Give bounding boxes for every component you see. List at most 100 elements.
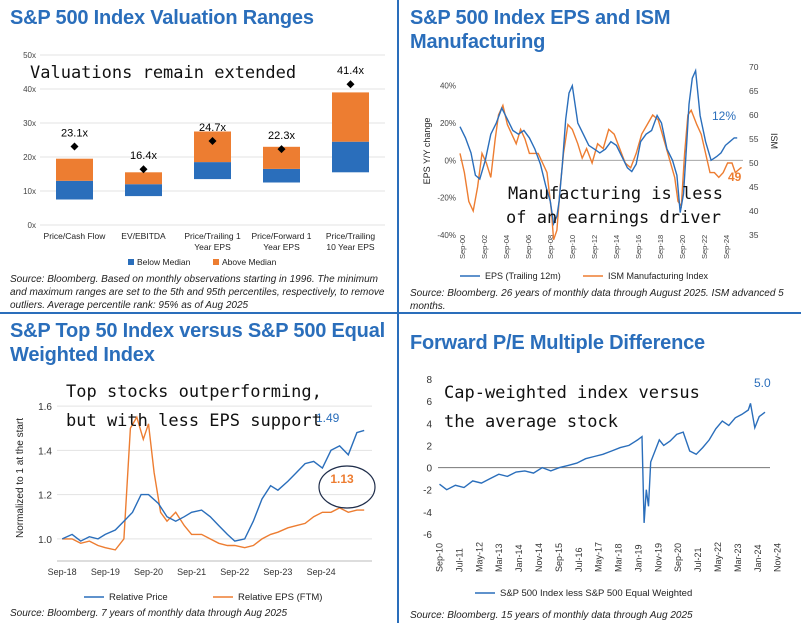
x-tick-label: Sep-02: [480, 235, 489, 259]
y-tick-label: 1.0: [38, 535, 52, 546]
x-tick-label: Sep-00: [458, 235, 467, 259]
eps-line: [459, 67, 738, 227]
panel-title: S&P 500 Index Valuation Ranges: [10, 7, 314, 29]
pe-difference-line: [439, 403, 766, 523]
annotation-line1: Manufacturing is less: [508, 184, 723, 204]
source-note: Source: Bloomberg. Based on monthly obse…: [10, 274, 385, 311]
x-tick-label: Jan-24: [753, 544, 763, 572]
panel-title: S&P 500 Index EPS and ISM Manufacturing: [410, 7, 671, 53]
x-tick-label: Sep-18: [656, 235, 665, 259]
current-marker: [139, 165, 148, 174]
x-tick-label: Sep-10: [435, 543, 445, 572]
current-value-label: 23.1x: [61, 127, 88, 139]
current-marker: [208, 137, 217, 146]
panel-title: Forward P/E Multiple Difference: [410, 332, 705, 354]
y-tick-label: 20%: [440, 119, 456, 128]
annotation-line2: the average stock: [444, 412, 618, 432]
annotation-line1: Top stocks outperforming,: [66, 382, 322, 402]
y-tick-label: 1.6: [38, 402, 52, 413]
x-tick-label: Sep-18: [48, 567, 77, 577]
relative-price-line: [61, 429, 365, 542]
x-tick-label: Sep-19: [91, 567, 120, 577]
category-label: Year EPS: [194, 242, 231, 252]
top50-chart: 1.0 1.2 1.4 1.6 Normalized to 1 at the start…: [15, 382, 376, 603]
x-tick-label: May-17: [594, 542, 604, 572]
panel-eps-ism: S&P 500 Index EPS and ISM Manufacturing …: [400, 0, 801, 312]
bar-below-median: [194, 162, 231, 180]
y-tick-label: -20%: [437, 194, 456, 203]
x-tick-label: Nov-14: [534, 543, 544, 572]
x-tick-label: Sep-24: [307, 567, 336, 577]
y-tick-label: 30x: [23, 119, 36, 128]
y-tick-label: -2: [423, 486, 432, 497]
valuation-chart: 0x 10x 20x 30x 40x 50x 23.1x Price/Cash Flow 16.…: [23, 51, 385, 267]
current-value-label: 41.4x: [337, 65, 364, 77]
bar-above-median: [263, 146, 300, 169]
highlight-circle: [318, 465, 376, 509]
end-label-price: 1.49: [316, 411, 340, 425]
category-label: EV/EBITDA: [121, 231, 166, 241]
y-tick-label: 8: [426, 375, 432, 386]
panel-top50-vs-equal: S&P Top 50 Index versus S&P 500 Equal We…: [0, 313, 398, 623]
y-tick-label: 0: [426, 464, 432, 475]
x-tick-label: Sep-20: [673, 543, 683, 572]
source-note: Source: Bloomberg. 26 years of monthly d…: [410, 288, 784, 312]
panel-valuation-ranges: S&P 500 Index Valuation Ranges 0x 10x 20x 3…: [0, 0, 398, 311]
x-tick-label: Sep-14: [612, 235, 621, 259]
x-tick-label: Mar-13: [494, 543, 504, 572]
end-label-ism: 49: [728, 170, 742, 184]
y2-tick-label: 60: [749, 110, 759, 120]
end-label-eps: 12%: [712, 109, 736, 123]
category-label: Price/Trailing 1: [184, 231, 241, 241]
bar-below-median: [56, 180, 93, 200]
x-tick-label: Sep-10: [568, 235, 577, 259]
source-note: Source: Bloomberg. 7 years of monthly da…: [10, 608, 288, 619]
y-tick-label: 20x: [23, 153, 36, 162]
x-tick-label: Jul-16: [574, 547, 584, 572]
y2-tick-label: 50: [749, 158, 759, 168]
horizontal-divider: [0, 312, 801, 314]
category-label: 10 Year EPS: [326, 242, 375, 252]
category-label: Year EPS: [263, 242, 300, 252]
y-tick-label: 6: [426, 397, 432, 408]
y-tick-label: 2: [426, 441, 432, 452]
x-tick-label: Jul-21: [693, 547, 703, 572]
current-value-label: 24.7x: [199, 122, 226, 134]
y-tick-label: 1.2: [38, 491, 52, 502]
annotation-line2: of an earnings driver: [506, 208, 721, 228]
source-note: Source: Bloomberg. 15 years of monthly d…: [410, 610, 693, 621]
y2-tick-label: 45: [749, 182, 759, 192]
legend-label: Relative Price: [109, 592, 168, 603]
y2-tick-label: 55: [749, 134, 759, 144]
x-tick-label: Jan-19: [633, 544, 643, 572]
y2-tick-label: 70: [749, 62, 759, 72]
y-axis-title: EPS Y/Y change: [422, 118, 432, 185]
x-tick-label: Sep-23: [263, 567, 292, 577]
y-tick-label: 1.4: [38, 446, 52, 457]
x-tick-label: Mar-23: [733, 543, 743, 572]
y-tick-label: 0%: [444, 156, 456, 165]
x-tick-label: Sep-15: [554, 543, 564, 572]
x-tick-label: Sep-16: [634, 235, 643, 259]
y-tick-label: 4: [426, 419, 432, 430]
bar-above-median: [125, 172, 162, 185]
y2-tick-label: 65: [749, 86, 759, 96]
x-tick-label: Nov-19: [653, 543, 663, 572]
annotation: Valuations remain extended: [30, 63, 296, 83]
x-tick-label: Nov-24: [773, 543, 783, 572]
annotation-line1: Cap-weighted index versus: [444, 383, 700, 403]
current-value-label: 22.3x: [268, 130, 295, 142]
eps-ism-chart: -40% -20% 0% 20% 40% 35 40 45 50 55 60 65 70 EPS Y/Y …: [422, 62, 779, 281]
bar-below-median: [263, 168, 300, 183]
y2-tick-label: 35: [749, 230, 759, 240]
legend-label: Below Median: [137, 257, 191, 267]
x-tick-label: Mar-18: [614, 543, 624, 572]
y-tick-label: 40%: [440, 82, 456, 91]
bar-above-median: [194, 131, 231, 163]
bar-above-median: [332, 92, 369, 142]
end-label: 5.0: [754, 376, 771, 390]
x-tick-label: May-12: [474, 542, 484, 572]
x-tick-label: Sep-21: [177, 567, 206, 577]
panel-title: S&P Top 50 Index versus S&P 500 Equal We…: [10, 320, 385, 366]
x-tick-label: Sep-24: [722, 235, 731, 259]
